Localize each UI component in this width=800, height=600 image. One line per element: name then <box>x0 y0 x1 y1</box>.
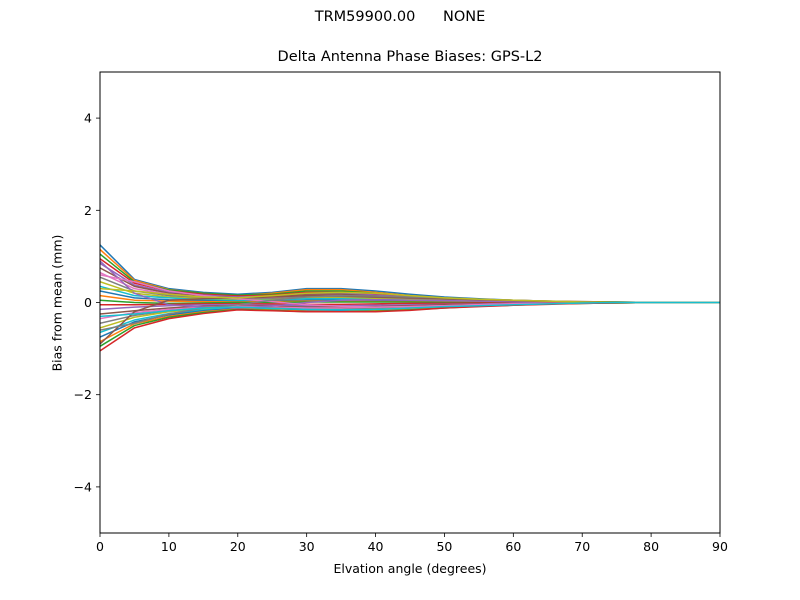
x-tick-label: 70 <box>574 539 590 554</box>
x-tick-label: 80 <box>643 539 659 554</box>
y-axis-ticks: −4 −2 0 2 4 <box>74 111 100 494</box>
x-tick-label: 60 <box>505 539 521 554</box>
x-tick-label: 30 <box>299 539 315 554</box>
x-axis-label: Elvation angle (degrees) <box>333 561 487 576</box>
series-line-30 <box>100 301 720 318</box>
chart-title: Delta Antenna Phase Biases: GPS-L2 <box>277 49 543 65</box>
y-tick-label: 0 <box>84 295 92 310</box>
x-tick-label: 0 <box>96 539 104 554</box>
figure-suptitle: TRM59900.00 NONE <box>314 9 486 25</box>
x-tick-label: 20 <box>230 539 246 554</box>
y-tick-label: 4 <box>84 111 92 126</box>
series-layer <box>100 244 720 352</box>
x-tick-label: 40 <box>368 539 384 554</box>
y-tick-label: −2 <box>74 387 92 402</box>
x-tick-label: 10 <box>161 539 177 554</box>
y-tick-label: −4 <box>74 479 92 494</box>
x-axis-ticks: 0 10 20 30 40 50 60 70 80 90 <box>96 533 728 554</box>
y-tick-label: 2 <box>84 203 92 218</box>
x-tick-label: 90 <box>712 539 728 554</box>
x-tick-label: 50 <box>436 539 452 554</box>
